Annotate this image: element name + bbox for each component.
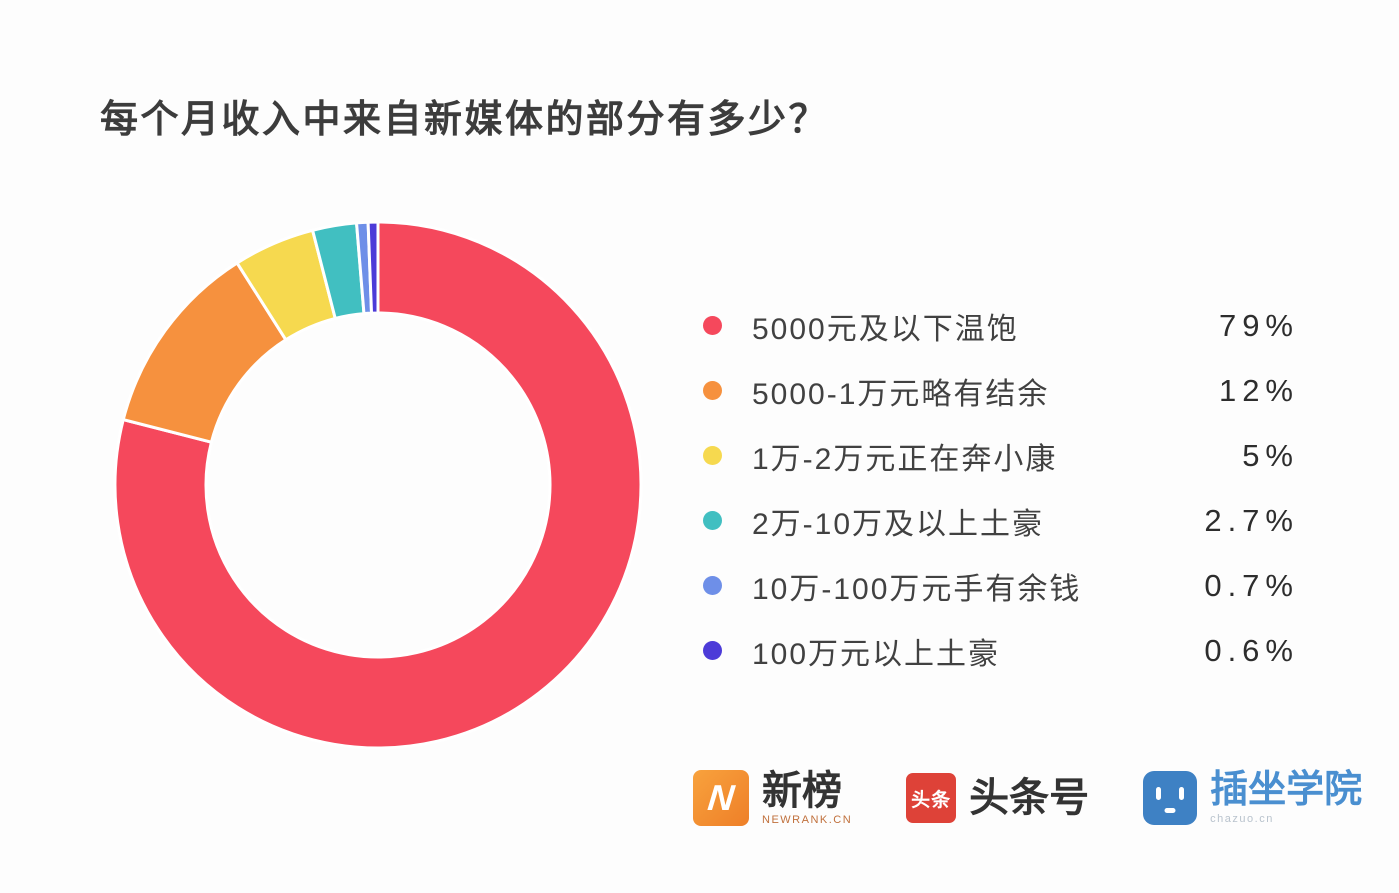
legend-item: 2万-10万及以上土豪 2.7% xyxy=(703,488,1293,553)
toutiao-wordmark: 头条号 xyxy=(969,776,1090,820)
legend-color-dot-icon xyxy=(703,381,722,400)
chazuo-url: chazuo.cn xyxy=(1210,812,1274,825)
legend-color-dot-icon xyxy=(703,641,722,660)
page-title: 每个月收入中来自新媒体的部分有多少？ xyxy=(100,99,830,141)
donut-svg xyxy=(113,220,643,750)
chart-legend: 5000元及以下温饱 79% 5000-1万元略有结余 12% 1万-2万元正在奔小康 5… xyxy=(703,293,1293,683)
brand-toutiao: 头条 头条号 xyxy=(906,773,1089,823)
legend-item: 5000-1万元略有结余 12% xyxy=(703,358,1293,423)
footer-brand-logos: N 新榜 NEWRANK.CN 头条 头条号 插坐学院 cha xyxy=(693,770,1362,826)
newrank-wordmark: 新榜 xyxy=(762,769,842,813)
legend-label: 100万元以上土豪 xyxy=(752,637,1001,671)
legend-color-dot-icon xyxy=(703,576,722,595)
newrank-logo-icon: N xyxy=(693,770,749,826)
legend-percentage: 0.6% xyxy=(1204,632,1299,668)
donut-segment xyxy=(366,220,380,315)
chazuo-wordmark: 插坐学院 xyxy=(1210,769,1363,812)
legend-color-dot-icon xyxy=(703,511,722,530)
newrank-n-glyph: N xyxy=(705,777,737,818)
newrank-url: NEWRANK.CN xyxy=(762,814,853,826)
legend-percentage: 5% xyxy=(1242,437,1299,473)
brand-newrank: N 新榜 NEWRANK.CN xyxy=(693,770,852,826)
legend-label: 10万-100万元手有余钱 xyxy=(752,572,1082,606)
legend-item: 1万-2万元正在奔小康 5% xyxy=(703,423,1293,488)
legend-label: 2万-10万及以上土豪 xyxy=(752,507,1045,541)
legend-label: 5000-1万元略有结余 xyxy=(752,377,1050,411)
legend-label: 1万-2万元正在奔小康 xyxy=(752,442,1058,476)
donut-segment xyxy=(113,220,643,750)
toutiao-logo-glyph: 头条 xyxy=(911,789,952,811)
legend-item: 5000元及以下温饱 79% xyxy=(703,293,1293,358)
legend-percentage: 79% xyxy=(1218,307,1299,343)
legend-item: 10万-100万元手有余钱 0.7% xyxy=(703,553,1293,618)
legend-item: 100万元以上土豪 0.6% xyxy=(703,618,1293,683)
legend-percentage: 0.7% xyxy=(1204,567,1299,603)
brand-chazuo: 插坐学院 chazuo.cn xyxy=(1143,769,1363,825)
legend-percentage: 2.7% xyxy=(1204,502,1299,538)
chazuo-robot-face-icon xyxy=(1143,771,1197,825)
chazuo-logo-icon xyxy=(1143,771,1198,825)
legend-color-dot-icon xyxy=(703,446,722,465)
toutiao-logo-icon: 头条 xyxy=(906,773,957,823)
legend-color-dot-icon xyxy=(703,316,722,335)
donut-chart xyxy=(112,219,644,751)
legend-percentage: 12% xyxy=(1218,372,1299,408)
legend-label: 5000元及以下温饱 xyxy=(752,312,1019,346)
